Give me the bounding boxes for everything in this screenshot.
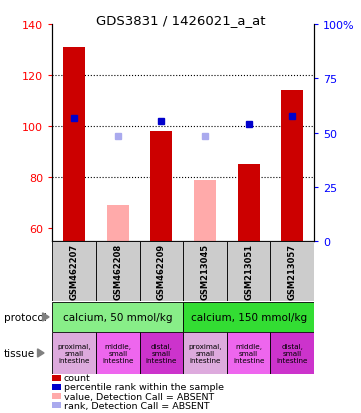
Text: percentile rank within the sample: percentile rank within the sample	[64, 382, 224, 392]
Text: count: count	[64, 373, 91, 382]
Bar	[270, 242, 314, 301]
Bar	[270, 332, 314, 374]
Text: value, Detection Call = ABSENT: value, Detection Call = ABSENT	[64, 392, 214, 401]
Text: GSM213045: GSM213045	[200, 244, 209, 299]
Bar	[227, 242, 270, 301]
Bar	[140, 332, 183, 374]
Text: GSM213057: GSM213057	[288, 244, 297, 299]
Bar	[151, 132, 172, 242]
Bar	[194, 180, 216, 242]
Text: middle,
small
intestine: middle, small intestine	[233, 343, 264, 363]
Polygon shape	[38, 349, 44, 357]
Bar	[96, 242, 140, 301]
Bar	[227, 332, 270, 374]
Text: GSM462209: GSM462209	[157, 244, 166, 299]
Bar	[140, 242, 183, 301]
Bar	[52, 303, 183, 332]
Text: tissue: tissue	[4, 348, 35, 358]
Bar	[63, 48, 85, 242]
Text: GSM462208: GSM462208	[113, 244, 122, 299]
Bar	[96, 332, 140, 374]
Text: calcium, 150 mmol/kg: calcium, 150 mmol/kg	[191, 313, 307, 323]
Text: GSM462207: GSM462207	[70, 244, 79, 299]
Text: calcium, 50 mmol/kg: calcium, 50 mmol/kg	[63, 313, 173, 323]
Bar	[183, 242, 227, 301]
Text: distal,
small
intestine: distal, small intestine	[145, 343, 177, 363]
Bar	[183, 332, 227, 374]
Text: GSM213051: GSM213051	[244, 244, 253, 299]
Text: proximal,
small
intestine: proximal, small intestine	[57, 343, 91, 363]
Bar	[107, 206, 129, 242]
Bar	[52, 332, 96, 374]
Bar	[281, 91, 303, 242]
Text: middle,
small
intestine: middle, small intestine	[102, 343, 134, 363]
Text: proximal,
small
intestine: proximal, small intestine	[188, 343, 222, 363]
Bar	[238, 165, 260, 242]
Polygon shape	[43, 313, 49, 321]
Text: GDS3831 / 1426021_a_at: GDS3831 / 1426021_a_at	[96, 14, 265, 27]
Text: rank, Detection Call = ABSENT: rank, Detection Call = ABSENT	[64, 401, 209, 410]
Bar	[52, 242, 96, 301]
Bar	[183, 303, 314, 332]
Text: distal,
small
intestine: distal, small intestine	[277, 343, 308, 363]
Text: protocol: protocol	[4, 312, 46, 322]
